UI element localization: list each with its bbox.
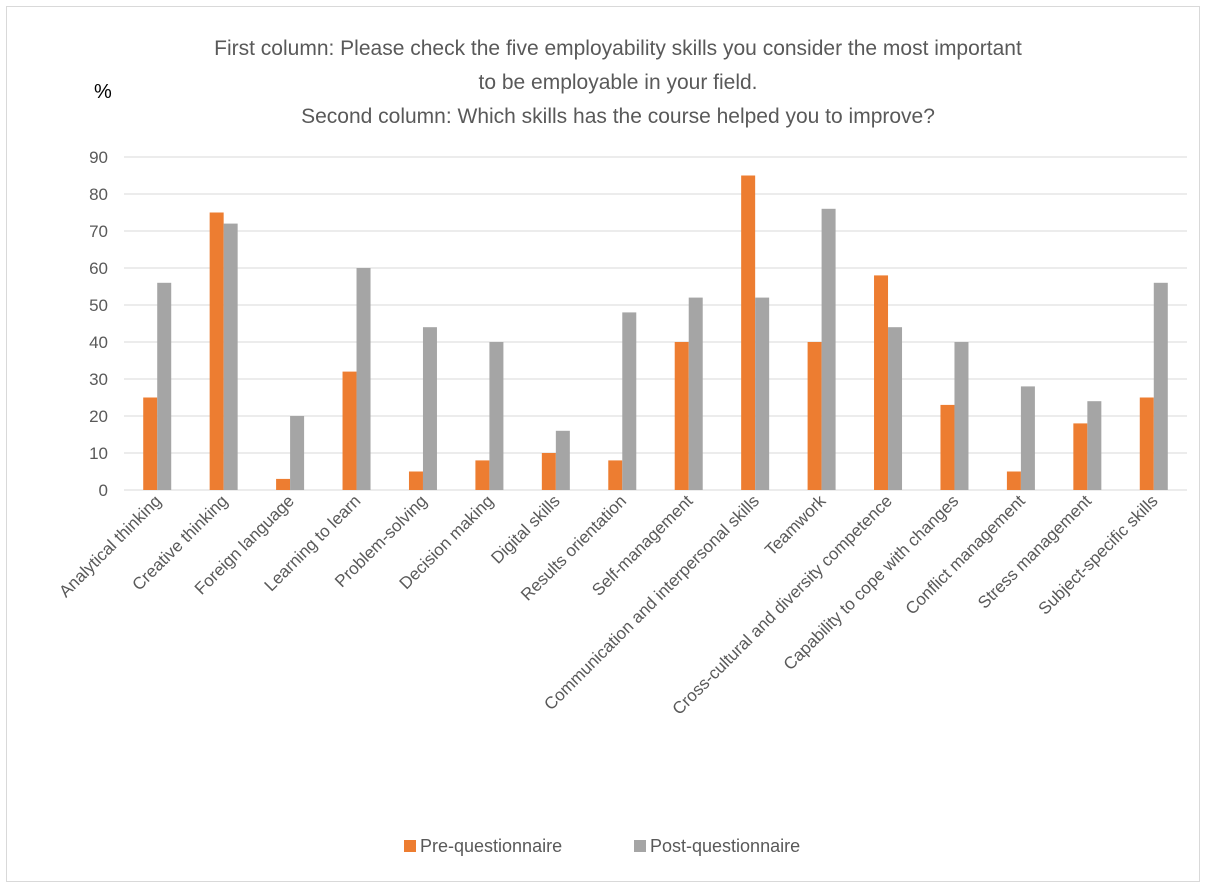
y-tick-label: 90 xyxy=(89,148,108,167)
legend-swatch xyxy=(634,840,646,852)
x-category-label: Stress management xyxy=(974,491,1095,612)
y-tick-label: 10 xyxy=(89,444,108,463)
y-axis-unit-label: % xyxy=(94,81,112,103)
bar-pre xyxy=(143,397,158,490)
bar-pre xyxy=(807,342,822,490)
bar-post xyxy=(821,208,836,491)
bar-pre xyxy=(342,371,357,490)
y-tick-label: 0 xyxy=(99,481,108,500)
y-tick-label: 70 xyxy=(89,222,108,241)
bar-post xyxy=(888,327,903,490)
bar-post xyxy=(1087,401,1102,490)
legend-label: Post-questionnaire xyxy=(650,836,800,856)
bar-post xyxy=(489,342,504,490)
bar-pre xyxy=(209,212,224,490)
bar-post xyxy=(356,268,371,490)
y-tick-label: 20 xyxy=(89,407,108,426)
bar-pre xyxy=(674,342,689,490)
bar-post xyxy=(223,223,238,490)
bar-pre xyxy=(475,460,490,490)
chart-title-line-1: First column: Please check the five empl… xyxy=(214,37,1022,60)
chart-frame: First column: Please check the five empl… xyxy=(6,6,1200,882)
legend-label: Pre-questionnaire xyxy=(420,836,562,856)
bar-post xyxy=(1153,282,1168,490)
y-axis-ticks: 0 10 20 30 40 50 60 70 80 90 xyxy=(89,148,108,500)
bar-post xyxy=(422,327,437,490)
bar-pre xyxy=(608,460,623,490)
x-category-label: Conflict management xyxy=(902,491,1029,618)
bar-chart: First column: Please check the five empl… xyxy=(55,37,1187,856)
x-category-label: Subject-specific skills xyxy=(1035,491,1162,618)
bar-post xyxy=(290,416,305,490)
chart-title: First column: Please check the five empl… xyxy=(214,37,1022,128)
bar-post xyxy=(954,342,969,490)
legend: Pre-questionnaire Post-questionnaire xyxy=(404,836,800,856)
bar-post xyxy=(755,297,770,490)
bar-post xyxy=(555,430,570,490)
bar-pre xyxy=(541,453,556,490)
bar-pre xyxy=(940,404,955,490)
x-category-label: Teamwork xyxy=(761,491,830,560)
y-tick-label: 80 xyxy=(89,185,108,204)
chart-title-line-3: Second column: Which skills has the cour… xyxy=(301,105,935,128)
bar-pre xyxy=(1139,397,1154,490)
bar-pre xyxy=(408,471,423,490)
bar-pre xyxy=(1006,471,1021,490)
bar-post xyxy=(688,297,703,490)
chart-title-line-2: to be employable in your field. xyxy=(479,71,758,94)
legend-swatch xyxy=(404,840,416,852)
bar-pre xyxy=(874,275,889,490)
bar-post xyxy=(622,312,637,490)
bar-pre xyxy=(276,478,291,490)
bar-pre xyxy=(741,175,756,490)
bar-pre xyxy=(1073,423,1088,490)
bar-post xyxy=(157,282,172,490)
y-tick-label: 50 xyxy=(89,296,108,315)
y-tick-label: 60 xyxy=(89,259,108,278)
bar-post xyxy=(1020,386,1035,490)
bars xyxy=(143,175,1168,491)
y-tick-label: 40 xyxy=(89,333,108,352)
y-tick-label: 30 xyxy=(89,370,108,389)
